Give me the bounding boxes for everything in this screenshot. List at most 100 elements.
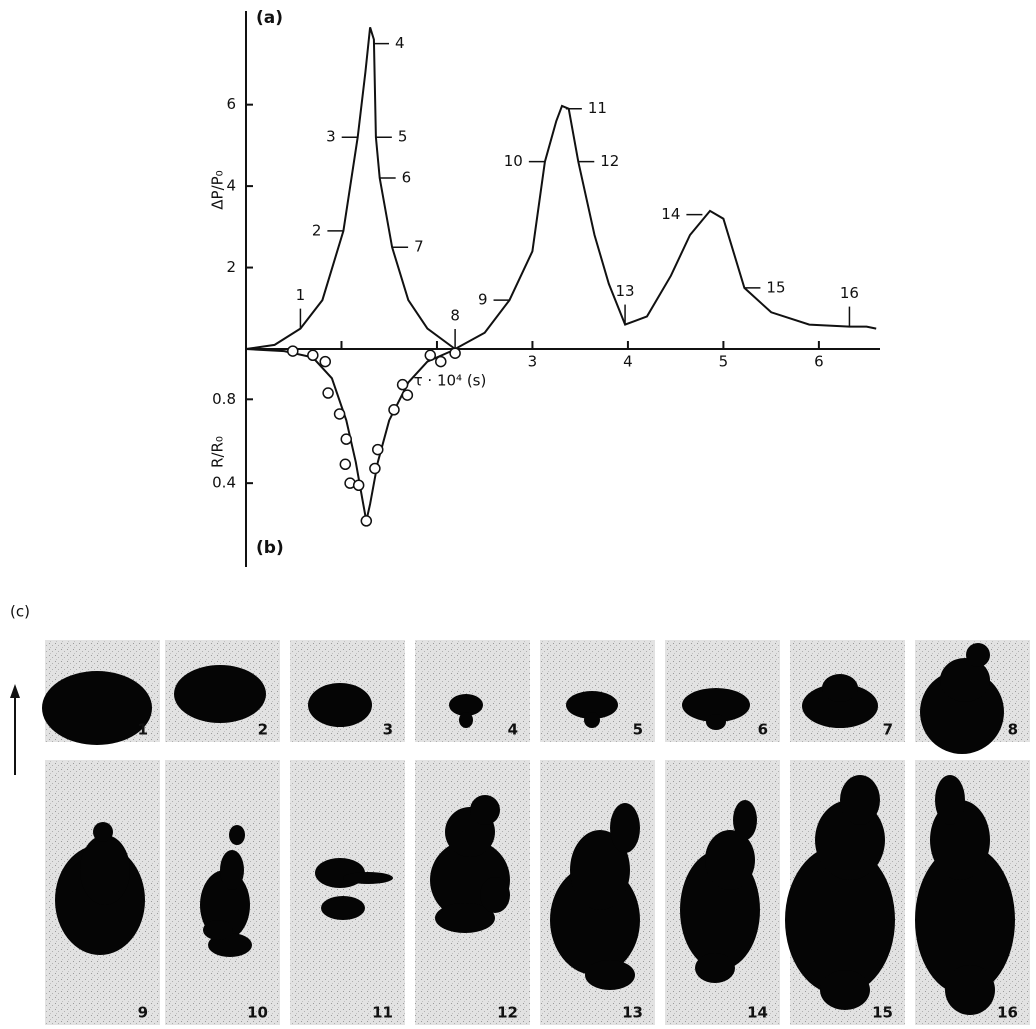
data-point xyxy=(333,408,346,420)
data-point xyxy=(352,479,365,491)
bubble xyxy=(470,795,500,825)
frame-label: 4 xyxy=(508,721,518,739)
bubble xyxy=(203,920,233,940)
y-tick-label: 6 xyxy=(226,95,236,113)
bubble xyxy=(945,965,995,1015)
frame-label: 5 xyxy=(633,721,643,739)
frame-label: 12 xyxy=(497,1004,518,1022)
bubble xyxy=(940,658,990,702)
annotation: 7 xyxy=(414,238,424,256)
data-point xyxy=(360,515,373,527)
frame-background xyxy=(415,640,530,742)
bubble xyxy=(915,845,1015,995)
arrow xyxy=(10,684,20,775)
annotation: 16 xyxy=(840,284,859,302)
bubble xyxy=(566,691,618,719)
bubble xyxy=(229,825,245,845)
bubble xyxy=(840,775,880,825)
data-point xyxy=(388,404,400,416)
photo-frame xyxy=(290,760,405,1025)
annotation: 9 xyxy=(478,291,488,309)
frame-label: 2 xyxy=(258,721,268,739)
y-tick-label: 0.8 xyxy=(212,390,236,408)
bubble xyxy=(822,674,858,702)
annotation: 3 xyxy=(326,128,336,146)
annotation: 15 xyxy=(766,278,785,296)
photo-frame xyxy=(790,640,905,742)
frame-label: 11 xyxy=(372,1004,393,1022)
frame-label: 8 xyxy=(1008,721,1018,739)
x-axis-label: τ · 10⁴ (s) xyxy=(414,372,487,390)
bubble xyxy=(584,712,600,728)
annotation: 13 xyxy=(616,282,635,300)
y-axis-label: ΔP/P₀ xyxy=(209,170,227,209)
bubble xyxy=(706,714,726,730)
photo-frame xyxy=(915,760,1030,1025)
bubble xyxy=(93,822,113,842)
y-tick-label: 0.4 xyxy=(212,474,236,492)
bubble xyxy=(785,845,895,995)
bubble xyxy=(585,960,635,990)
data-point xyxy=(424,349,437,362)
photo-frame xyxy=(915,640,1030,754)
curve xyxy=(245,27,877,351)
photo-frame xyxy=(165,760,280,1025)
frame-label: 6 xyxy=(758,721,768,739)
photo-frame xyxy=(42,640,160,745)
bubble xyxy=(308,683,372,727)
data-point xyxy=(369,462,381,475)
x-tick-label: 6 xyxy=(814,353,824,371)
y-tick-label: 2 xyxy=(226,258,236,276)
annotation: 14 xyxy=(661,205,680,223)
data-point xyxy=(319,355,331,368)
x-tick-label: 5 xyxy=(719,353,729,371)
panel-label: (c) xyxy=(10,603,30,621)
photo-frame xyxy=(165,640,280,742)
bubble xyxy=(459,712,473,728)
frame-label: 10 xyxy=(247,1004,268,1022)
annotation: 6 xyxy=(402,168,412,186)
bubble xyxy=(449,694,483,716)
annotation: 1 xyxy=(296,286,306,304)
frame-label: 7 xyxy=(883,721,893,739)
data-point xyxy=(435,355,447,368)
annotation: 11 xyxy=(588,99,607,117)
bubble xyxy=(705,830,755,890)
bubble xyxy=(802,684,878,728)
bubble xyxy=(820,970,870,1010)
bubble xyxy=(435,903,495,933)
photo-frame xyxy=(665,640,780,742)
bubble xyxy=(570,830,630,910)
data-point xyxy=(449,347,461,359)
data-point xyxy=(339,458,352,471)
bubble xyxy=(733,800,757,840)
frame-label: 9 xyxy=(138,1004,148,1022)
frame-label: 13 xyxy=(622,1004,643,1022)
photo-frame xyxy=(665,760,780,1025)
data-point xyxy=(307,349,319,362)
photo-frame xyxy=(415,760,530,1025)
photo-frame xyxy=(290,640,405,742)
y-tick-label: 4 xyxy=(226,177,236,195)
bubble xyxy=(966,643,990,667)
annotation: 4 xyxy=(395,34,405,52)
annotation: 5 xyxy=(398,128,408,146)
bubble xyxy=(220,850,244,890)
data-point xyxy=(372,443,384,456)
photo-frame xyxy=(540,640,655,742)
frame-label: 15 xyxy=(872,1004,893,1022)
frame-background xyxy=(290,760,405,1025)
x-tick-label: 4 xyxy=(623,353,633,371)
bubble xyxy=(610,803,640,853)
data-point xyxy=(340,433,353,445)
bubble xyxy=(321,896,365,920)
bubble xyxy=(480,877,510,913)
photo-frame xyxy=(540,760,655,1025)
bubble xyxy=(174,665,266,723)
bubble xyxy=(42,671,152,745)
panel-label: (b) xyxy=(256,538,284,558)
bubble xyxy=(682,688,750,722)
photo-frame xyxy=(785,760,905,1025)
frame-label: 16 xyxy=(997,1004,1018,1022)
